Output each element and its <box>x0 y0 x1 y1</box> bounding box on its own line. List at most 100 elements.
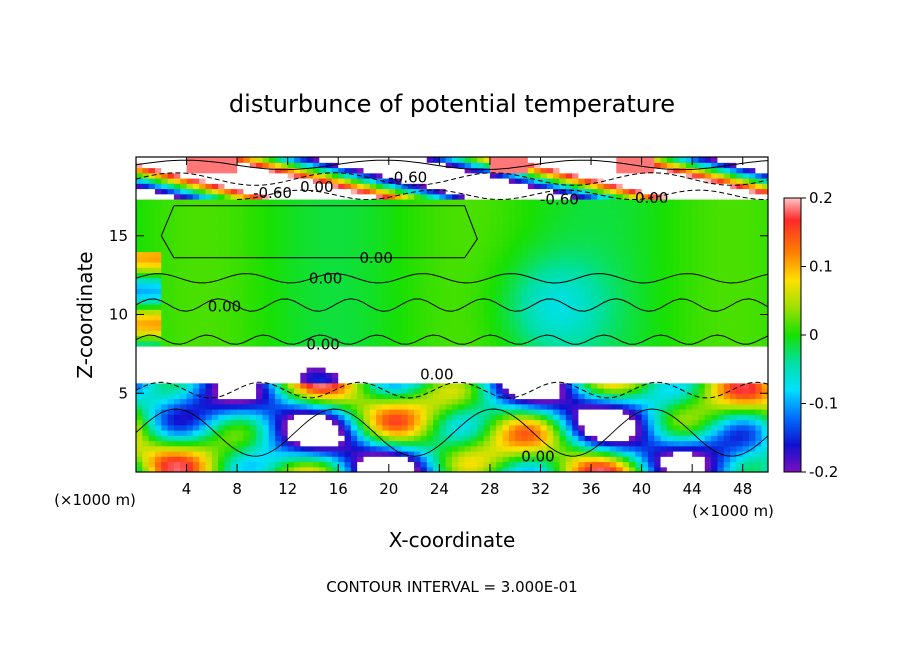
heatmap-cell <box>357 367 365 373</box>
heatmap-cell <box>610 403 617 410</box>
heatmap-cell <box>319 377 327 384</box>
heatmap-cell <box>521 209 529 216</box>
heatmap-cell <box>521 451 529 457</box>
heatmap-cell <box>294 178 301 184</box>
heatmap-cell <box>218 304 226 310</box>
heatmap-cell <box>616 272 624 279</box>
heatmap-cell <box>161 298 169 305</box>
heatmap-cell <box>628 356 636 363</box>
heatmap-cell <box>420 199 428 205</box>
heatmap-cell <box>199 188 207 195</box>
heatmap-cell <box>350 235 358 242</box>
heatmap-cell <box>319 424 327 431</box>
heatmap-cell <box>591 298 598 305</box>
heatmap-cell <box>540 162 548 169</box>
heatmap-cell <box>464 277 472 284</box>
heatmap-cell <box>433 188 440 195</box>
heatmap-cell <box>477 209 485 216</box>
heatmap-cell <box>173 277 181 284</box>
heatmap-cell <box>167 288 175 295</box>
heatmap-cell <box>382 209 390 216</box>
heatmap-cell <box>161 403 169 410</box>
heatmap-cell <box>287 461 295 468</box>
heatmap-cell <box>388 314 396 321</box>
heatmap-cell <box>344 314 352 321</box>
heatmap-cell <box>546 367 554 373</box>
heatmap-cell <box>224 398 232 405</box>
heatmap-cell <box>470 246 478 253</box>
heatmap-cell <box>186 241 194 247</box>
heatmap-cell <box>527 256 535 263</box>
heatmap-cell <box>622 288 630 295</box>
heatmap-cell <box>521 456 529 463</box>
heatmap-cell <box>376 424 384 431</box>
heatmap-cell <box>237 199 245 205</box>
heatmap-cell <box>344 283 352 289</box>
heatmap-cell <box>414 188 421 195</box>
heatmap-cell <box>192 188 200 195</box>
heatmap-cell <box>458 230 466 237</box>
heatmap-cell <box>388 199 396 205</box>
heatmap-cell <box>407 220 415 226</box>
heatmap-cell <box>382 246 390 253</box>
heatmap-cell <box>610 220 617 226</box>
heatmap-cell <box>294 435 301 442</box>
heatmap-cell <box>572 167 579 174</box>
heatmap-cell <box>249 220 257 226</box>
heatmap-cell <box>388 214 396 221</box>
heatmap-cell <box>445 272 453 279</box>
heatmap-cell <box>357 314 365 321</box>
heatmap-cell <box>180 283 188 289</box>
heatmap-cell <box>350 456 358 463</box>
heatmap-cell <box>173 356 181 363</box>
heatmap-cell <box>483 393 491 400</box>
heatmap-cell <box>376 409 384 415</box>
heatmap-cell <box>660 451 668 457</box>
heatmap-cell <box>224 230 232 237</box>
heatmap-cell <box>553 241 561 247</box>
heatmap-cell <box>610 304 617 310</box>
heatmap-cell <box>218 235 226 242</box>
heatmap-cell <box>426 351 434 358</box>
heatmap-cell <box>426 409 434 415</box>
heatmap-cell <box>578 340 586 347</box>
heatmap-cell <box>584 346 592 352</box>
heatmap-cell <box>192 403 200 410</box>
heatmap-cell <box>414 304 421 310</box>
heatmap-cell <box>521 162 529 169</box>
heatmap-cell <box>363 466 371 472</box>
heatmap-cell <box>249 440 257 447</box>
heatmap-cell <box>540 241 548 247</box>
heatmap-cell <box>489 256 497 263</box>
heatmap-cell <box>262 445 270 452</box>
heatmap-cell <box>489 225 497 232</box>
heatmap-cell <box>540 356 548 363</box>
heatmap-cell <box>243 319 251 326</box>
heatmap-cell <box>502 346 510 352</box>
heatmap-cell <box>578 204 586 211</box>
heatmap-cell <box>414 440 421 447</box>
heatmap-cell <box>205 340 213 347</box>
heatmap-cell <box>237 440 245 447</box>
heatmap-cell <box>452 304 459 310</box>
heatmap-cell <box>635 346 643 352</box>
heatmap-cell <box>433 235 440 242</box>
heatmap-cell <box>641 309 649 316</box>
heatmap-cell <box>205 319 213 326</box>
heatmap-cell <box>388 272 396 279</box>
heatmap-cell <box>414 309 421 316</box>
heatmap-cell <box>382 230 390 237</box>
heatmap-cell <box>218 162 226 169</box>
heatmap-cell <box>161 445 169 452</box>
heatmap-cell <box>199 256 207 263</box>
heatmap-cell <box>647 272 655 279</box>
heatmap-cell <box>382 277 390 284</box>
heatmap-cell <box>154 293 162 300</box>
heatmap-cell <box>331 351 339 358</box>
heatmap-cell <box>237 398 245 405</box>
heatmap-cell <box>496 361 504 368</box>
heatmap-cell <box>224 356 232 363</box>
heatmap-cell <box>584 445 592 452</box>
heatmap-cell <box>622 304 630 310</box>
heatmap-cell <box>350 466 358 472</box>
